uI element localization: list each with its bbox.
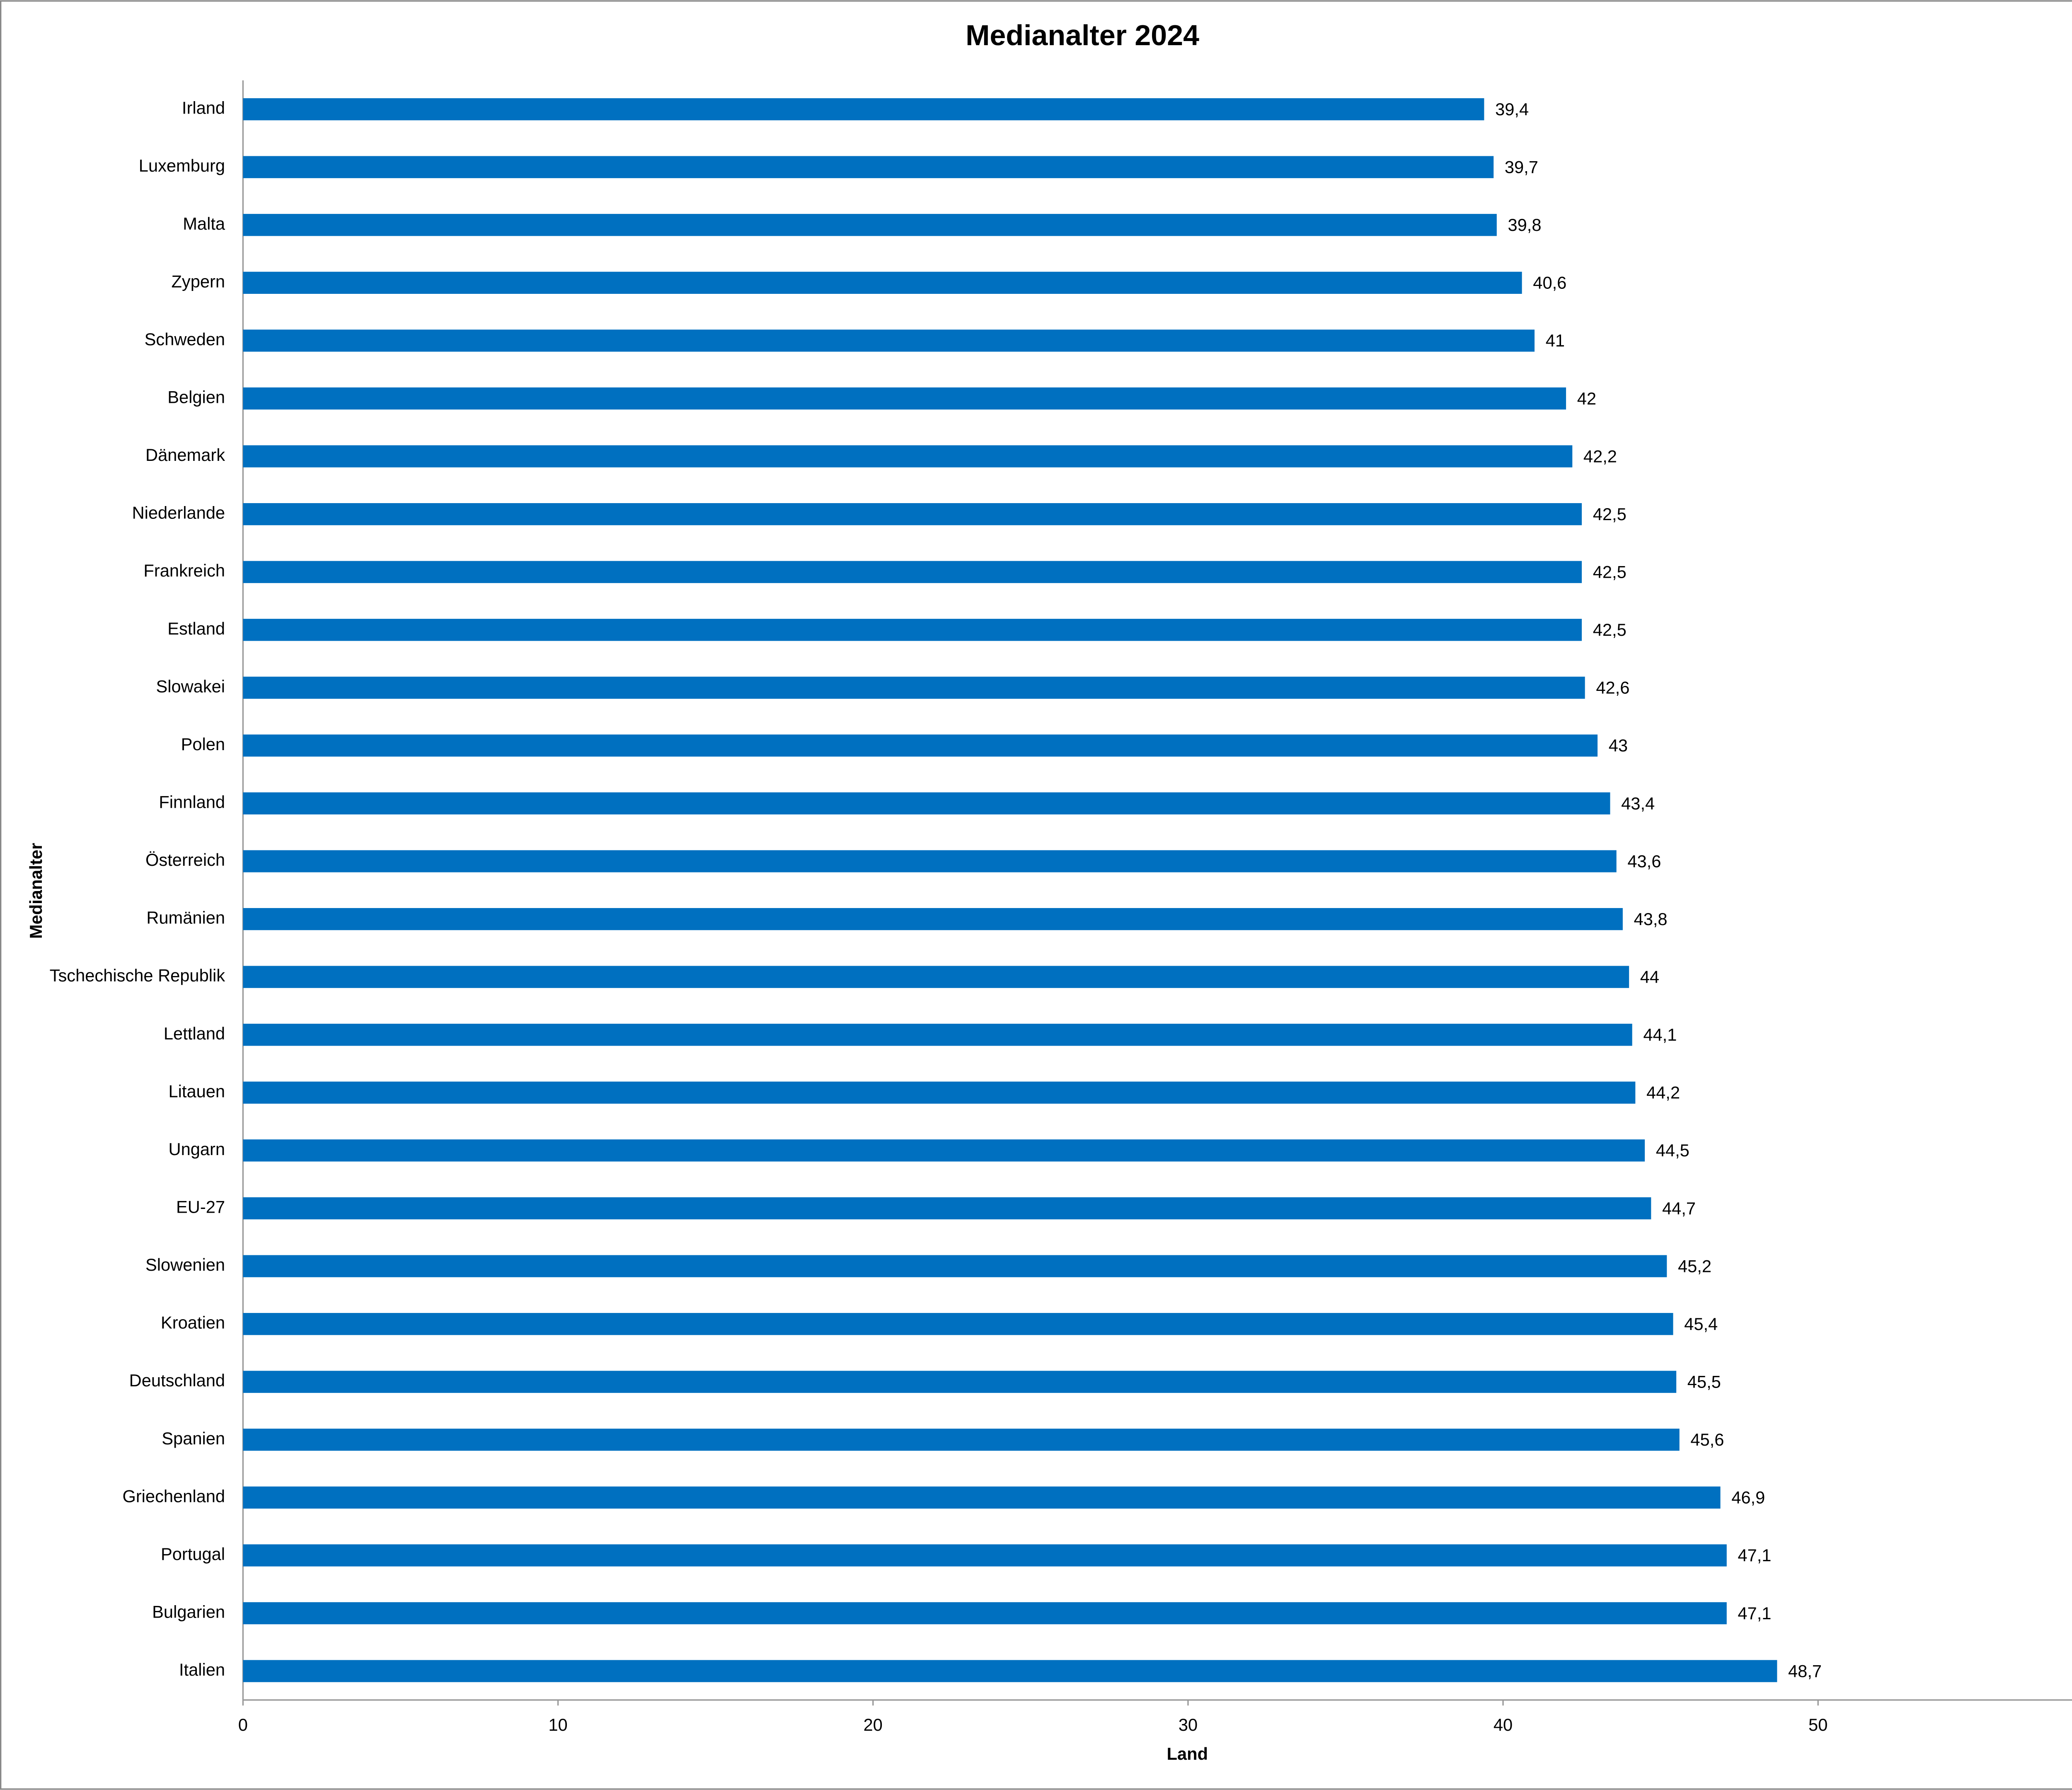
value-label: 47,1 [1738, 1603, 1771, 1623]
bar [243, 1024, 1632, 1046]
bar [243, 619, 1582, 641]
y-tick-label: Litauen [168, 1081, 225, 1101]
x-tick-label: 30 [1179, 1715, 1198, 1734]
bar [243, 445, 1573, 467]
value-label: 42,2 [1583, 446, 1617, 466]
value-label: 40,6 [1533, 273, 1566, 293]
y-tick-label: Zypern [171, 271, 225, 291]
y-axis-title: Medianalter [26, 843, 46, 939]
value-label: 42,5 [1593, 504, 1627, 524]
y-tick-label: Spanien [162, 1429, 225, 1448]
x-tick-label: 20 [864, 1715, 883, 1734]
bar [243, 1429, 1680, 1451]
bar [243, 1139, 1645, 1162]
bar [243, 1660, 1777, 1682]
value-label: 39,4 [1495, 99, 1529, 119]
value-label: 42,6 [1596, 678, 1629, 698]
bar [243, 271, 1522, 294]
y-tick-label: Slowenien [145, 1255, 225, 1274]
y-tick-label: Schweden [145, 329, 225, 349]
bar [243, 1313, 1673, 1335]
value-label: 43,6 [1627, 851, 1661, 871]
value-label: 39,8 [1508, 215, 1541, 235]
bar [243, 908, 1623, 930]
bar [243, 966, 1629, 988]
value-label: 44,2 [1646, 1083, 1680, 1102]
bar [243, 1602, 1727, 1625]
bar [243, 98, 1484, 121]
value-label: 41 [1546, 331, 1565, 350]
value-label: 39,7 [1505, 157, 1538, 177]
y-tick-label: Italien [179, 1660, 225, 1679]
bar [243, 503, 1582, 526]
x-tick-label: 50 [1808, 1715, 1828, 1734]
bar [243, 156, 1494, 178]
y-tick-label: Tschechische Republik [50, 966, 225, 985]
y-tick-label: Ungarn [169, 1139, 225, 1159]
x-axis-title: Land [1167, 1744, 1208, 1763]
bar [243, 792, 1610, 815]
y-tick-label: Österreich [145, 850, 225, 870]
value-label: 43,4 [1621, 794, 1655, 813]
y-tick-label: Irland [182, 98, 225, 118]
value-label: 47,1 [1738, 1545, 1771, 1565]
y-tick-label: Griechenland [122, 1486, 225, 1506]
value-label: 46,9 [1731, 1488, 1765, 1507]
value-label: 44,7 [1662, 1199, 1696, 1218]
y-tick-label: Deutschland [129, 1371, 225, 1390]
y-tick-label: Bulgarien [152, 1602, 225, 1621]
bar [243, 734, 1598, 757]
bar [243, 561, 1582, 583]
y-tick-label: Luxemburg [139, 156, 225, 175]
value-label: 45,4 [1684, 1314, 1718, 1334]
value-label: 43,8 [1634, 909, 1668, 929]
bar [243, 1197, 1651, 1220]
y-tick-label: EU-27 [176, 1197, 225, 1216]
bar [243, 1486, 1721, 1509]
value-label: 42,5 [1593, 620, 1627, 639]
bar [243, 1255, 1667, 1277]
value-label: 42 [1577, 389, 1596, 408]
bar [243, 329, 1535, 352]
bar [243, 1544, 1727, 1567]
value-label: 42,5 [1593, 562, 1627, 582]
bar [243, 387, 1566, 410]
bar [243, 1371, 1677, 1393]
x-tick-label: 40 [1493, 1715, 1513, 1734]
value-label: 45,5 [1687, 1372, 1721, 1392]
value-label: 45,2 [1678, 1256, 1711, 1276]
bar [243, 850, 1617, 872]
value-label: 44,1 [1643, 1025, 1677, 1044]
y-tick-label: Lettland [164, 1024, 225, 1043]
y-tick-label: Kroatien [161, 1313, 225, 1332]
value-label: 48,7 [1788, 1661, 1822, 1681]
y-tick-label: Belgien [167, 387, 225, 407]
y-tick-label: Niederlande [132, 503, 225, 523]
y-tick-label: Rumänien [146, 908, 225, 928]
y-tick-label: Dänemark [145, 445, 225, 465]
x-tick-label: 10 [548, 1715, 567, 1734]
value-label: 44 [1640, 967, 1659, 987]
y-tick-label: Portugal [161, 1544, 225, 1564]
y-tick-label: Finnland [159, 792, 225, 811]
y-tick-label: Frankreich [143, 561, 225, 580]
value-label: 43 [1609, 736, 1628, 755]
y-tick-label: Malta [183, 214, 225, 233]
bar [243, 214, 1497, 236]
chart-title: Medianalter 2024 [966, 19, 1199, 51]
y-tick-label: Slowakei [156, 676, 225, 696]
value-label: 44,5 [1656, 1141, 1690, 1160]
value-label: 45,6 [1690, 1430, 1724, 1449]
x-tick-label: 0 [238, 1715, 248, 1734]
bar [243, 1081, 1636, 1104]
y-tick-label: Estland [167, 619, 225, 638]
bar [243, 676, 1585, 699]
y-tick-label: Polen [181, 734, 225, 754]
